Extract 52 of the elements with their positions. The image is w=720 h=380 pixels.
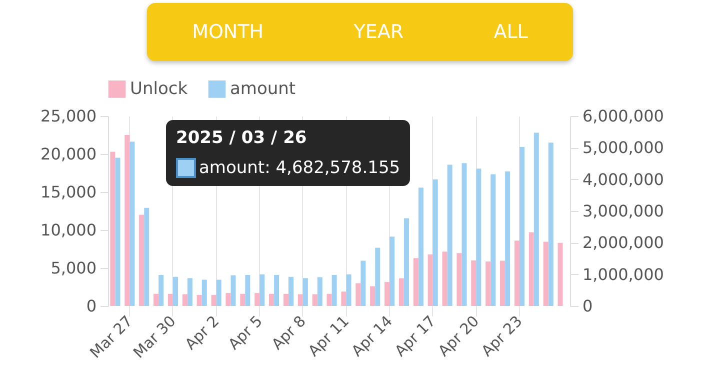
y-tick-label: 25,000 [40,106,96,126]
bar [202,280,207,306]
annotation: 2025 / 03 / 26 [176,128,308,148]
y-tick-label: 5,000 [50,258,96,278]
y-tick-label: 0 [86,296,96,316]
y2-tick-label: 1,000,000 [582,264,664,284]
legend-label: Unlock [130,79,188,100]
y-tick-label: 15,000 [40,182,96,202]
bar [274,274,280,306]
y-tick-label: 10,000 [40,220,96,240]
bar [548,142,554,306]
annotation: amount: 4,682,578.155 [198,158,400,178]
bar [245,274,250,306]
y2-tick-label: 0 [582,296,593,316]
y-tick-label: 20,000 [40,144,96,164]
y2-tick-label: 5,000,000 [582,138,664,158]
bar [462,163,467,306]
x-tick-label: Mar 30 [130,312,180,362]
bar [158,274,164,306]
text: ALL [494,21,528,43]
y2-tick-label: 6,000,000 [582,106,664,126]
bar [476,168,482,306]
text: YEAR [354,21,404,43]
bar [288,276,294,306]
bar [418,188,424,306]
bar [230,275,236,306]
bar [534,132,539,306]
bar [558,242,563,306]
bar [187,278,192,306]
y2-tick-label: 2,000,000 [582,233,664,252]
bar [398,278,404,306]
bar [302,278,308,306]
bar [390,236,395,306]
text: MONTH [192,21,264,43]
x-tick-label: Apr 5 [224,312,266,354]
bar [216,280,222,306]
bar [317,277,322,306]
bar [447,164,452,306]
y2-tick-label: 4,000,000 [582,170,664,189]
bar [375,248,380,306]
legend-label: amount [230,79,296,100]
bar [432,179,438,306]
bar [519,147,524,306]
bar [260,274,265,306]
bar [346,274,352,306]
bar [505,171,510,306]
y2-tick-label: 3,000,000 [582,202,664,220]
bar [332,274,337,306]
bar [172,276,178,306]
bar [404,218,409,306]
bar [490,174,496,306]
x-tick-label: Apr 2 [181,312,223,354]
